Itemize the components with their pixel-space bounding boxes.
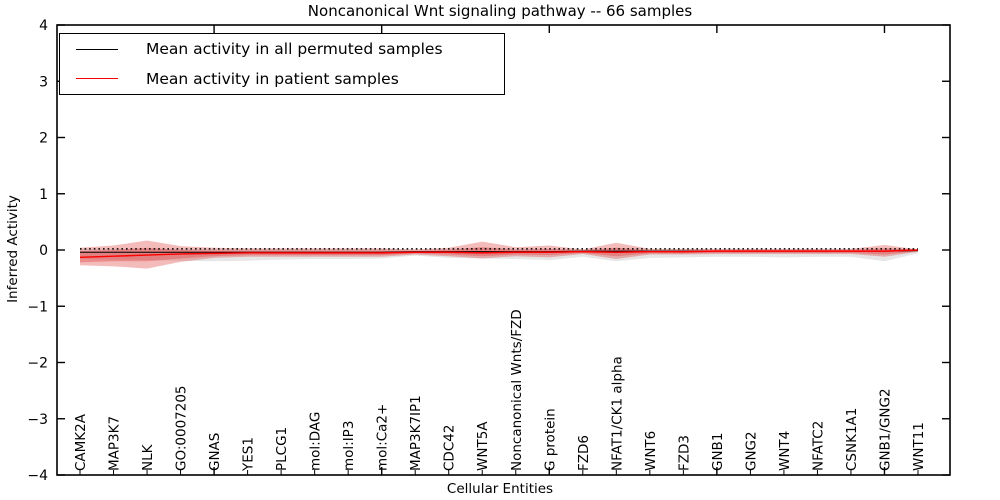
legend-item-patient: Mean activity in patient samples: [60, 65, 504, 93]
red-line-sample-icon: [76, 78, 118, 80]
x-axis-title: Cellular Entities: [446, 481, 554, 497]
x-category-label: mol:DAG: [308, 412, 324, 471]
x-category-label: GNAS: [207, 433, 223, 471]
x-category-label: PLCG1: [274, 427, 290, 471]
x-category-label: WNT6: [643, 431, 659, 471]
x-category-label: WNT4: [777, 431, 793, 471]
x-category-label: Noncanonical Wnts/FZD: [509, 309, 525, 471]
y-tick-label: 2: [39, 131, 48, 147]
legend-label: Mean activity in all permuted samples: [146, 40, 443, 59]
x-category-label: GNG2: [743, 431, 759, 471]
x-category-label: GNB1: [710, 433, 726, 471]
y-axis-title: Inferred Activity: [5, 195, 21, 303]
legend-label: Mean activity in patient samples: [146, 69, 399, 88]
x-category-label: mol:IP3: [341, 421, 357, 471]
y-tick-label: −3: [27, 412, 48, 428]
y-tick-label: −4: [27, 468, 48, 484]
chart-title: Noncanonical Wnt signaling pathway -- 66…: [307, 2, 693, 20]
y-tick-label: 4: [39, 18, 48, 34]
x-category-label: mol:Ca2+: [375, 404, 391, 471]
x-category-label: MAP3K7: [107, 416, 123, 471]
x-category-label: CDC42: [442, 425, 458, 471]
y-tick-label: 3: [39, 74, 48, 90]
x-category-label: YES1: [241, 437, 257, 472]
x-category-label: CAMK2A: [73, 413, 89, 471]
x-category-label: WNT5A: [475, 421, 491, 471]
y-tick-label: 1: [39, 187, 48, 203]
legend-box: Mean activity in all permuted samples Me…: [59, 33, 505, 95]
x-category-label: GO:0007205: [174, 385, 190, 471]
x-category-label: NFAT1/CK1 alpha: [609, 356, 625, 471]
y-tick-label: 0: [39, 243, 48, 259]
x-category-label: G protein: [542, 408, 558, 471]
black-line-sample-icon: [76, 48, 118, 50]
x-category-label: CSNK1A1: [844, 408, 860, 471]
x-category-label: NFATC2: [810, 421, 826, 471]
y-tick-label: −1: [27, 299, 48, 315]
x-category-label: MAP3K7IP1: [408, 395, 424, 471]
x-category-label: GNB1/GNG2: [877, 388, 893, 471]
x-category-label: WNT11: [911, 422, 927, 471]
y-tick-label: −2: [27, 356, 48, 372]
x-category-label: NLK: [140, 443, 156, 471]
legend-item-permuted: Mean activity in all permuted samples: [60, 35, 504, 63]
x-category-label: FZD6: [576, 435, 592, 471]
band-patient-samples-outer: [80, 240, 918, 269]
x-category-label: FZD3: [676, 435, 692, 471]
series-line-patient-mean: [79, 249, 919, 259]
